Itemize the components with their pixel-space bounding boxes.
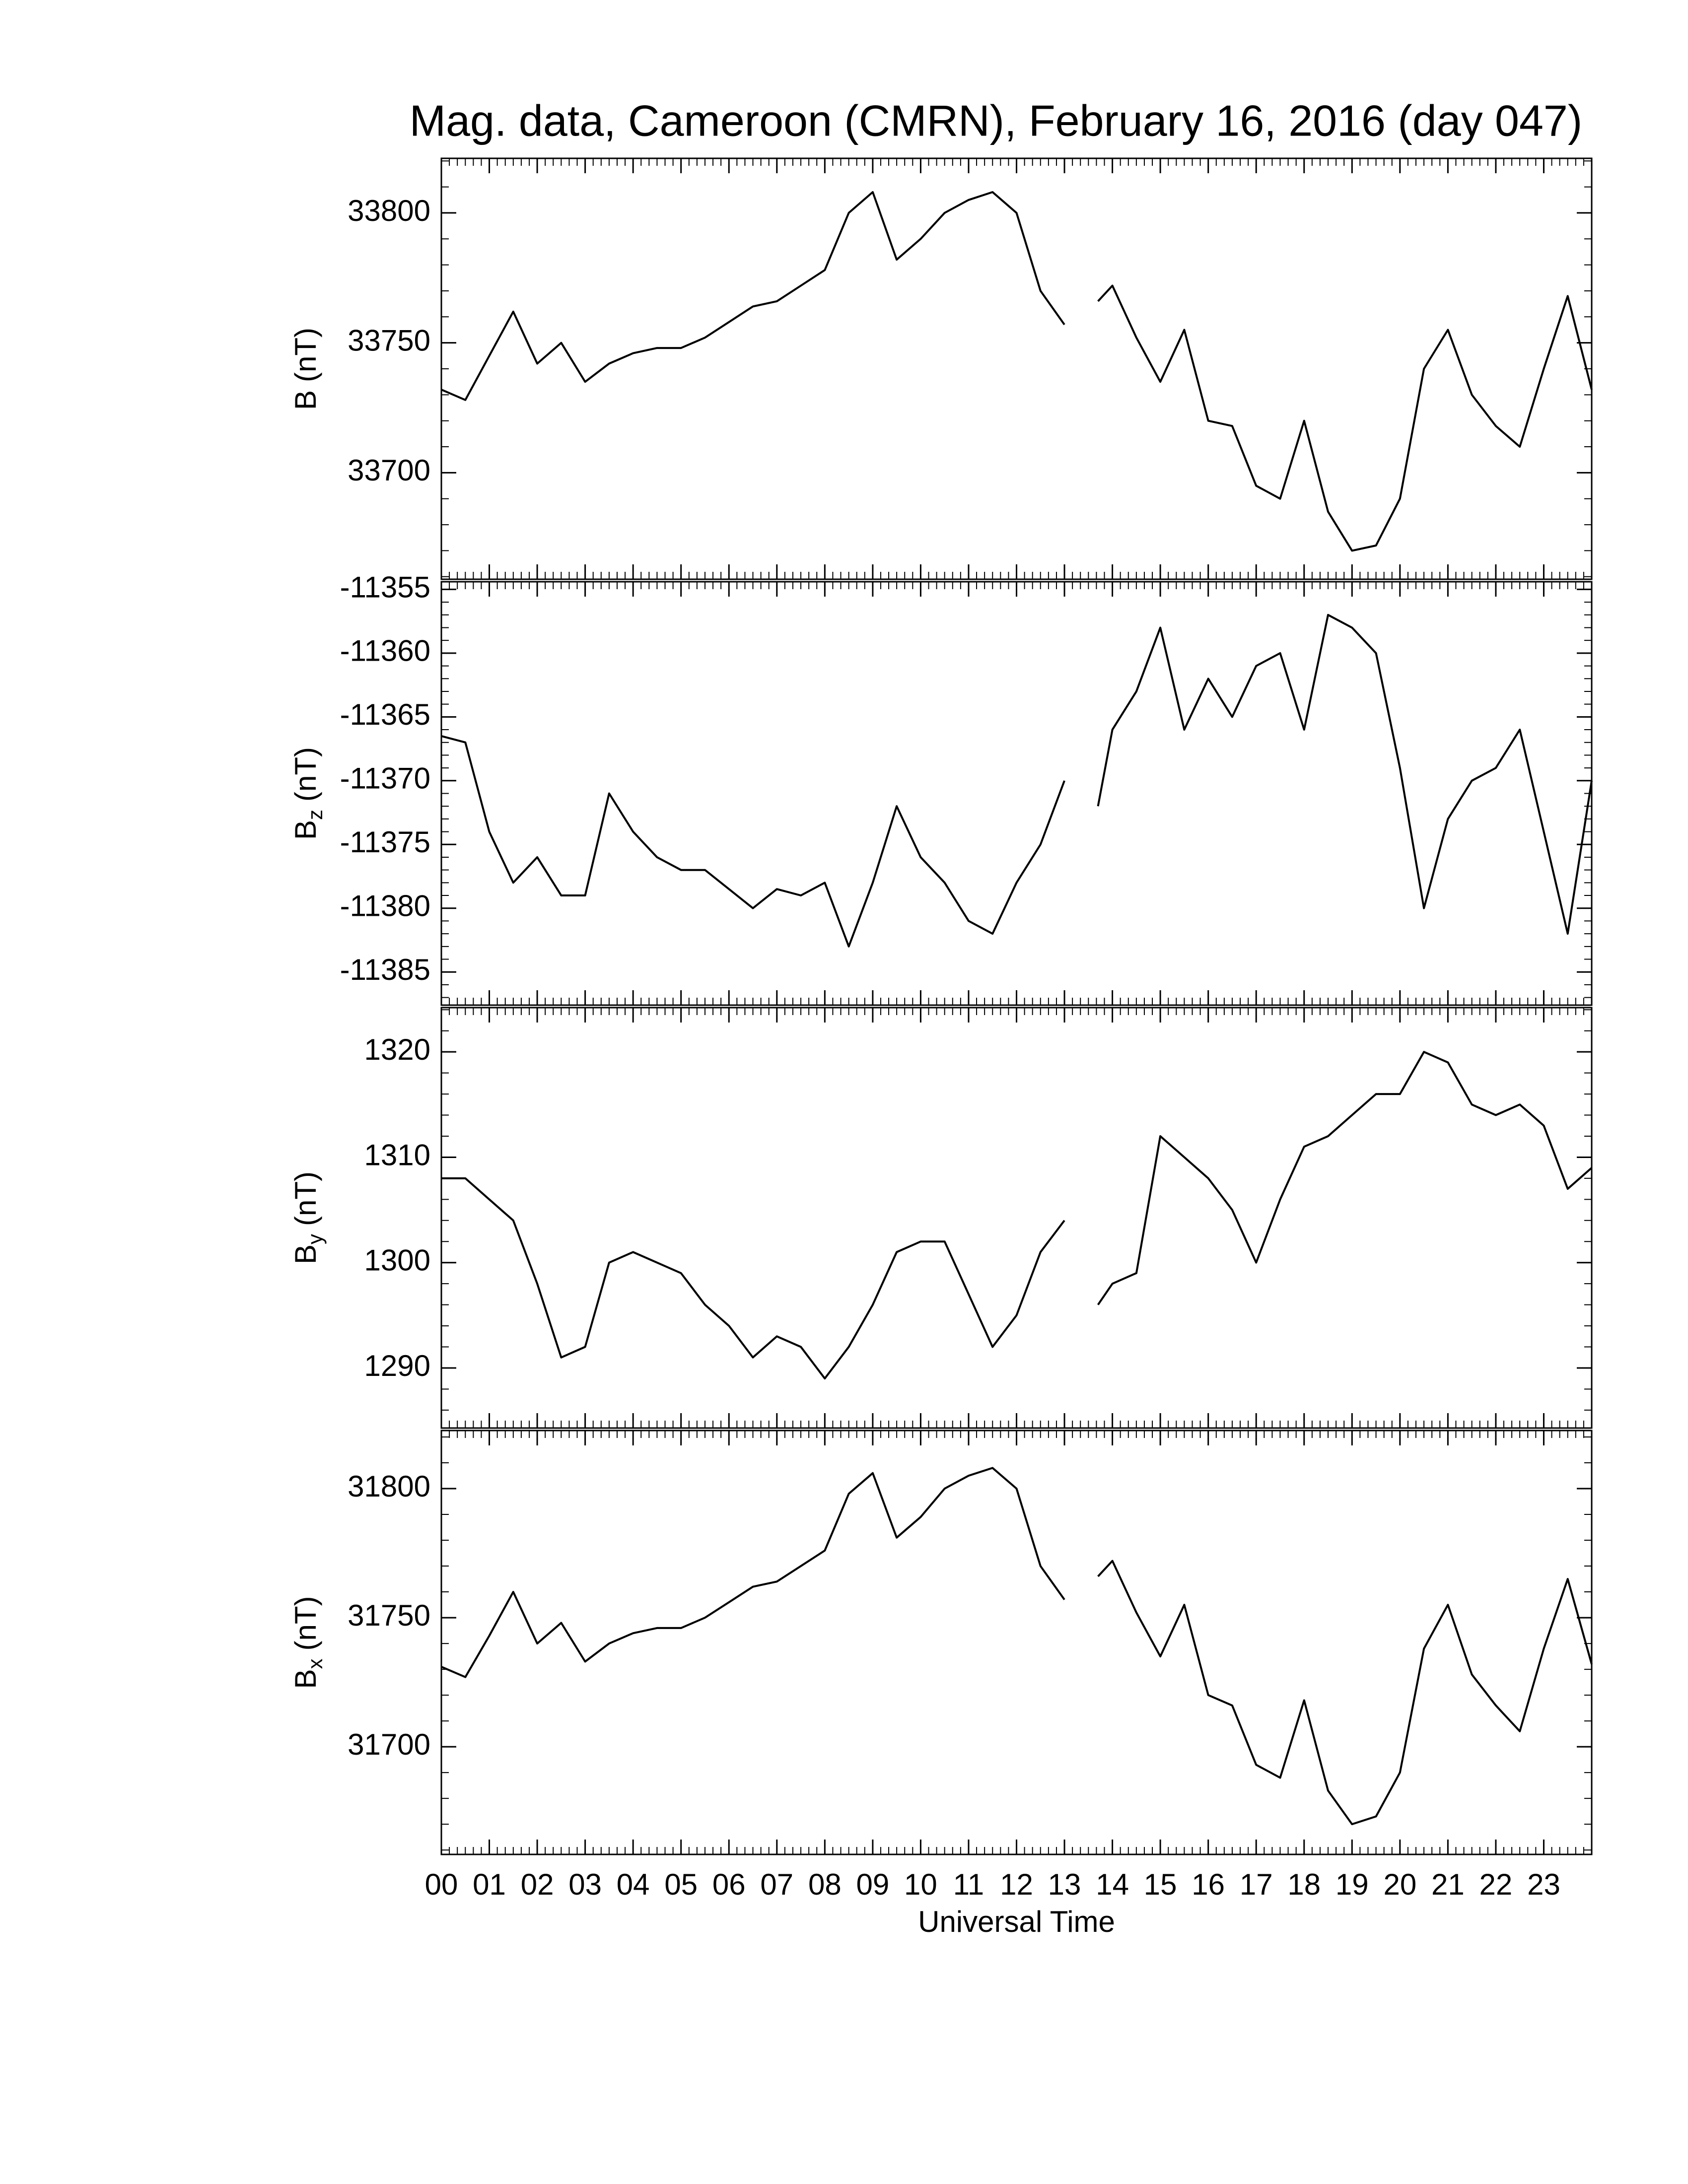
- x-tick-label: 19: [1336, 1868, 1369, 1901]
- x-minor-ticks: [441, 582, 1592, 1005]
- data-line: [441, 1467, 1593, 1826]
- plot-frame: [440, 157, 1593, 580]
- x-tick-label: 07: [760, 1868, 793, 1901]
- y-tick-label: -11355: [340, 570, 430, 604]
- y-axis-label: Bz (nT): [289, 747, 327, 840]
- x-tick-label: 20: [1383, 1868, 1416, 1901]
- x-tick-label: 04: [617, 1868, 650, 1901]
- x-tick-label: 18: [1287, 1868, 1321, 1901]
- plot-frame: [440, 1007, 1593, 1429]
- y-tick-label: -11375: [340, 825, 430, 859]
- x-minor-ticks: [441, 1431, 1592, 1854]
- y-tick-label: -11365: [340, 698, 430, 731]
- y-tick-label: 33750: [348, 324, 430, 357]
- y-label-unit: (nT): [289, 1171, 322, 1226]
- x-tick-label: 02: [521, 1868, 554, 1901]
- y-tick-label: 31750: [348, 1599, 430, 1632]
- x-tick-label: 05: [664, 1868, 698, 1901]
- y-axis-label: By (nT): [289, 1171, 327, 1264]
- y-axis-label: Bx (nT): [289, 1596, 327, 1689]
- x-tick-label: 12: [1000, 1868, 1033, 1901]
- y-tick-label: 31700: [348, 1728, 430, 1761]
- y-tick-label: 33700: [348, 454, 430, 487]
- y-tick-label: 1310: [364, 1138, 430, 1171]
- y-tick-label: 31800: [348, 1470, 430, 1503]
- x-tick-label: 15: [1144, 1868, 1177, 1901]
- y-label-sub: y: [303, 1234, 327, 1244]
- x-minor-ticks: [441, 1008, 1592, 1428]
- y-tick-label: 33800: [348, 194, 430, 227]
- y-label-unit: (nT): [289, 328, 322, 382]
- data-line: [441, 191, 1593, 552]
- y-label-sub: z: [303, 810, 327, 820]
- x-tick-label: 23: [1527, 1868, 1560, 1901]
- y-label-main: B: [289, 390, 322, 410]
- y-tick-label: 1320: [364, 1033, 430, 1066]
- x-tick-label: 17: [1240, 1868, 1273, 1901]
- x-tick-label: 16: [1192, 1868, 1225, 1901]
- x-tick-label: 22: [1479, 1868, 1513, 1901]
- x-tick-label: 13: [1048, 1868, 1081, 1901]
- y-label-main: B: [289, 1244, 322, 1264]
- x-tick-label: 03: [568, 1868, 602, 1901]
- y-minor-ticks: [441, 1009, 1592, 1411]
- x-tick-label: 14: [1096, 1868, 1129, 1901]
- x-tick-label: 01: [473, 1868, 506, 1901]
- x-tick-label: 10: [904, 1868, 937, 1901]
- y-tick-label: -11370: [340, 762, 430, 795]
- x-tick-label: 21: [1431, 1868, 1465, 1901]
- x-tick-label: 00: [425, 1868, 458, 1901]
- y-tick-label: -11360: [340, 634, 430, 668]
- data-line: [441, 614, 1593, 948]
- y-label-unit: (nT): [289, 747, 322, 802]
- x-axis-label: Universal Time: [918, 1905, 1115, 1938]
- y-label-main: B: [289, 1669, 322, 1689]
- y-minor-ticks: [441, 160, 1592, 577]
- data-line: [441, 1051, 1593, 1380]
- y-label-unit: (nT): [289, 1596, 322, 1650]
- plot-frame: [440, 581, 1593, 1006]
- chart-title: Mag. data, Cameroon (CMRN), February 16,…: [410, 96, 1582, 145]
- y-axis-label: B (nT): [289, 328, 322, 410]
- x-minor-ticks: [441, 158, 1592, 579]
- y-tick-label: -11380: [340, 889, 430, 923]
- y-tick-label: 1290: [364, 1349, 430, 1382]
- y-label-sub: x: [303, 1658, 327, 1669]
- y-tick-label: 1300: [364, 1244, 430, 1277]
- y-label-main: B: [289, 820, 322, 840]
- x-tick-label: 11: [953, 1868, 984, 1901]
- y-minor-ticks: [441, 589, 1592, 998]
- x-tick-label: 09: [856, 1868, 890, 1901]
- y-minor-ticks: [441, 1436, 1592, 1851]
- x-tick-label: 08: [808, 1868, 842, 1901]
- x-tick-label: 06: [712, 1868, 746, 1901]
- y-tick-label: -11385: [340, 953, 430, 986]
